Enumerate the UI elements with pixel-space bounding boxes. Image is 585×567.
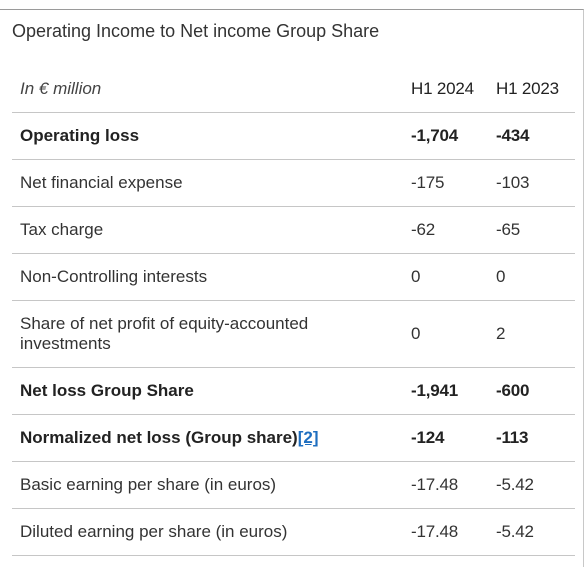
table-title: Operating Income to Net income Group Sha…: [12, 21, 380, 41]
value-h1-2024: -1,704: [403, 112, 488, 160]
value-h1-2023: -65: [488, 206, 575, 254]
row-diluted-eps: Diluted earning per share (in euros) -17…: [12, 508, 575, 556]
income-table: In € million H1 2024 H1 2023 Operating l…: [12, 66, 575, 556]
value-h1-2023: -5.42: [488, 461, 575, 509]
value-h1-2023: -434: [488, 112, 575, 160]
value-h1-2024: -175: [403, 159, 488, 207]
row-non-controlling-interests: Non-Controlling interests 0 0: [12, 253, 575, 301]
value-h1-2023: -5.42: [488, 508, 575, 556]
unit-label: In € million: [12, 66, 403, 113]
row-label: Net financial expense: [12, 159, 403, 207]
row-label-text: Share of net profit of equity-accounted …: [20, 314, 309, 353]
value-h1-2024: -124: [403, 414, 488, 462]
row-label: Tax charge: [12, 206, 403, 254]
row-label: Net loss Group Share: [12, 367, 403, 415]
row-label: Operating loss: [12, 112, 403, 160]
row-label-text: Normalized net loss (Group share): [20, 428, 298, 447]
row-net-financial-expense: Net financial expense -175 -103: [12, 159, 575, 207]
row-label: Share of net profit of equity-accounted …: [12, 300, 403, 368]
row-label: Basic earning per share (in euros): [12, 461, 403, 509]
value-h1-2024: -62: [403, 206, 488, 254]
footnote-link[interactable]: [2]: [297, 428, 319, 447]
value-h1-2024: -17.48: [403, 461, 488, 509]
row-normalized-net-loss: Normalized net loss (Group share)[2] -12…: [12, 414, 575, 462]
column-header-h1-2023: H1 2023: [488, 66, 575, 113]
row-tax-charge: Tax charge -62 -65: [12, 206, 575, 254]
value-h1-2024: -1,941: [403, 367, 488, 415]
value-h1-2023: 2: [488, 300, 575, 368]
row-label: Normalized net loss (Group share)[2]: [12, 414, 403, 462]
content-frame: [0, 9, 584, 567]
value-h1-2024: -17.48: [403, 508, 488, 556]
row-share-of-net-profit: Share of net profit of equity-accounted …: [12, 300, 575, 368]
row-label: Diluted earning per share (in euros): [12, 508, 403, 556]
value-h1-2024: 0: [403, 253, 488, 301]
value-h1-2023: -600: [488, 367, 575, 415]
row-net-loss-group-share: Net loss Group Share -1,941 -600: [12, 367, 575, 415]
value-h1-2023: 0: [488, 253, 575, 301]
row-operating-loss: Operating loss -1,704 -434: [12, 112, 575, 160]
column-header-h1-2024: H1 2024: [403, 66, 488, 113]
table-header-row: In € million H1 2024 H1 2023: [12, 66, 575, 113]
value-h1-2023: -113: [488, 414, 575, 462]
value-h1-2023: -103: [488, 159, 575, 207]
value-h1-2024: 0: [403, 300, 488, 368]
row-basic-eps: Basic earning per share (in euros) -17.4…: [12, 461, 575, 509]
row-label: Non-Controlling interests: [12, 253, 403, 301]
